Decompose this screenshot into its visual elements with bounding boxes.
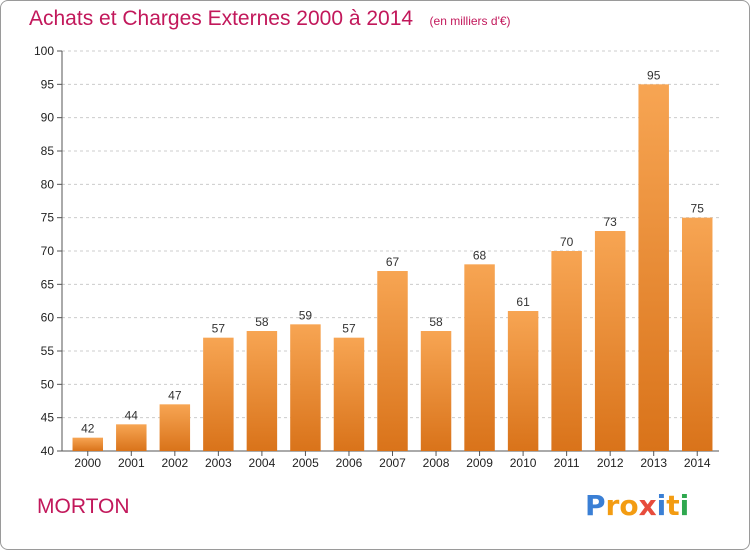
y-tick-label-70: 70 (41, 244, 55, 258)
value-label-2003: 57 (212, 322, 226, 336)
bar-2004 (246, 331, 278, 451)
x-tick-label-2001: 2001 (118, 456, 145, 470)
logo-letter-5: t (666, 489, 680, 522)
x-tick-label-2011: 2011 (554, 456, 580, 470)
logo-letter-4: i (656, 489, 667, 522)
logo-letter-1: r (605, 489, 620, 522)
bar-2000 (72, 437, 104, 451)
y-tick-label-55: 55 (41, 344, 55, 358)
value-label-2006: 57 (342, 322, 356, 336)
value-label-2010: 61 (516, 295, 530, 309)
value-label-2012: 73 (603, 215, 617, 229)
x-tick-label-2000: 2000 (74, 456, 101, 470)
value-label-2001: 44 (125, 408, 139, 422)
x-tick-label-2003: 2003 (205, 456, 232, 470)
value-label-2004: 58 (255, 315, 269, 329)
value-label-2013: 95 (647, 68, 661, 82)
bar-2002 (159, 404, 191, 451)
place-name: MORTON (37, 495, 130, 518)
y-tick-label-95: 95 (41, 77, 55, 91)
y-tick-label-100: 100 (34, 44, 54, 58)
logo-letter-0: P (585, 489, 606, 522)
y-tick-label-45: 45 (41, 411, 55, 425)
value-label-2014: 75 (691, 202, 705, 216)
title-block: Achats et Charges Externes 2000 à 2014 (… (29, 7, 511, 31)
value-label-2011: 70 (560, 235, 574, 249)
y-tick-label-40: 40 (41, 444, 55, 458)
value-label-2005: 59 (299, 308, 313, 322)
x-tick-label-2013: 2013 (640, 456, 667, 470)
bar-2008 (420, 331, 452, 451)
x-tick-label-2009: 2009 (466, 456, 493, 470)
bar-2005 (290, 324, 321, 451)
bar-2001 (116, 424, 147, 451)
x-tick-label-2010: 2010 (510, 456, 537, 470)
y-tick-label-60: 60 (41, 311, 55, 325)
axis-layer: 40 45 50 55 60 65 70 75 80 85 90 95 100 2000 2001 2002 2… (34, 44, 719, 470)
logo-letter-6: i (679, 489, 690, 522)
bar-2010 (507, 311, 539, 451)
x-tick-label-2012: 2012 (597, 456, 624, 470)
y-tick-label-50: 50 (41, 377, 55, 391)
bar-2007 (377, 271, 408, 451)
chart-unit: (en milliers d'€) (429, 14, 511, 28)
bar-2003 (203, 337, 234, 451)
bar-chart: 40 45 50 55 60 65 70 75 80 85 90 95 100 2000 2001 2002 2… (34, 44, 719, 470)
proxiti-logo: Proxiti (585, 489, 689, 522)
x-tick-label-2014: 2014 (684, 456, 711, 470)
bar-2011 (551, 251, 582, 451)
x-tick-label-2004: 2004 (249, 456, 276, 470)
y-tick-label-85: 85 (41, 144, 55, 158)
x-tick-label-2007: 2007 (379, 456, 406, 470)
y-tick-label-80: 80 (41, 177, 55, 191)
bar-2009 (464, 264, 495, 451)
value-label-2007: 67 (386, 255, 400, 269)
x-tick-label-2008: 2008 (423, 456, 450, 470)
y-tick-label-90: 90 (41, 111, 55, 125)
value-label-2000: 42 (81, 422, 95, 436)
value-label-2009: 68 (473, 248, 487, 262)
bar-2014 (681, 217, 713, 451)
bar-layer (72, 84, 713, 451)
value-label-2008: 58 (429, 315, 443, 329)
y-tick-label-65: 65 (41, 277, 55, 291)
chart-title: Achats et Charges Externes 2000 à 2014 (29, 7, 414, 30)
x-tick-label-2005: 2005 (292, 456, 319, 470)
bar-2013 (638, 84, 669, 451)
x-tick-label-2006: 2006 (336, 456, 363, 470)
bar-2012 (594, 231, 626, 451)
bar-2006 (333, 337, 365, 451)
logo-letter-2: o (619, 489, 639, 522)
logo-letter-3: x (638, 489, 657, 522)
label-layer: 42 44 47 57 58 59 57 67 58 68 61 70 73 95 75 (81, 68, 704, 435)
value-label-2002: 47 (168, 388, 182, 402)
x-tick-label-2002: 2002 (161, 456, 188, 470)
y-tick-label-75: 75 (41, 211, 55, 225)
